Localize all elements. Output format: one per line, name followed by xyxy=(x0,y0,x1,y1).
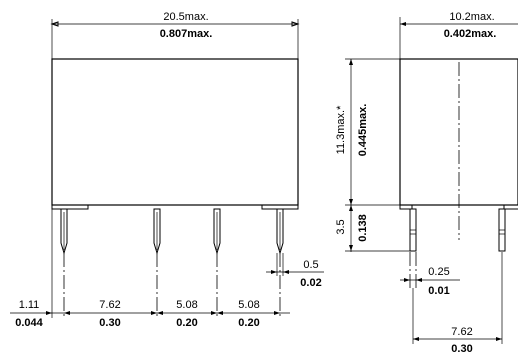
pin-width-mm: 0.5 xyxy=(303,259,318,271)
front-view: 20.5max. 0.807max. 1.11 0.044 7.62 0.30 … xyxy=(10,11,324,329)
pin-thickness-mm: 0.25 xyxy=(428,266,449,278)
front-pin xyxy=(60,208,68,255)
row-spacing-mm: 7.62 xyxy=(451,326,472,338)
pitch1-in: 0.30 xyxy=(99,317,120,329)
pin-offset-in: 0.044 xyxy=(15,317,43,329)
pin-length-in: 0.138 xyxy=(357,214,369,242)
pin-width-in: 0.02 xyxy=(300,277,321,289)
side-view: 10.2max. 0.402max. 11.3max.* 0.445max. 3… xyxy=(335,11,518,355)
pitch2-mm: 5.08 xyxy=(176,299,197,311)
side-width-in: 0.402max. xyxy=(444,28,497,40)
front-pin xyxy=(276,208,284,255)
pitch1-mm: 7.62 xyxy=(99,299,120,311)
side-pin xyxy=(498,208,506,252)
pin-thickness-in: 0.01 xyxy=(428,285,449,297)
side-pin xyxy=(409,208,417,252)
front-relay-body xyxy=(51,58,299,206)
side-height-mm: 11.3max.* xyxy=(335,105,347,154)
pin-offset-mm: 1.11 xyxy=(19,299,40,311)
side-height-in: 0.445max. xyxy=(357,104,369,157)
front-pin xyxy=(153,208,161,255)
front-base-standoff xyxy=(51,205,89,210)
row-spacing-in: 0.30 xyxy=(451,343,472,355)
side-width-mm: 10.2max. xyxy=(449,11,494,23)
front-base-standoff xyxy=(261,205,299,210)
front-pin xyxy=(213,208,221,255)
pin-length-mm: 3.5 xyxy=(335,219,347,234)
front-width-mm: 20.5max. xyxy=(163,11,208,23)
front-width-in: 0.807max. xyxy=(160,28,213,40)
pitch3-mm: 5.08 xyxy=(238,299,259,311)
pitch3-in: 0.20 xyxy=(238,317,259,329)
pitch2-in: 0.20 xyxy=(176,317,197,329)
